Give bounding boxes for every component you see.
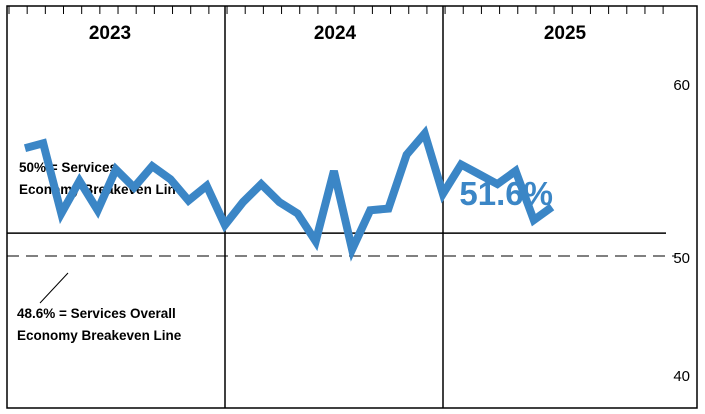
top-ticks bbox=[8, 6, 664, 14]
year-label-2025: 2025 bbox=[544, 23, 587, 44]
plot-frame bbox=[6, 5, 698, 409]
latest-value-callout: 51.6% bbox=[459, 175, 553, 212]
year-label-2023: 2023 bbox=[89, 23, 131, 44]
y-tick-label-40: 40 bbox=[673, 368, 690, 385]
y-tick-label-60: 60 bbox=[673, 77, 690, 94]
annotation-50-line1: 50% = Services bbox=[19, 160, 117, 175]
annotation-48-6-line1: 48.6% = Services Overall bbox=[17, 306, 176, 321]
series-line bbox=[23, 125, 555, 262]
y-tick-label-50: 50 bbox=[673, 250, 690, 267]
annotation-48-6-line2: Economy Breakeven Line bbox=[17, 328, 182, 343]
year-label-2024: 2024 bbox=[314, 23, 357, 44]
annotation-leader-line bbox=[39, 272, 69, 304]
